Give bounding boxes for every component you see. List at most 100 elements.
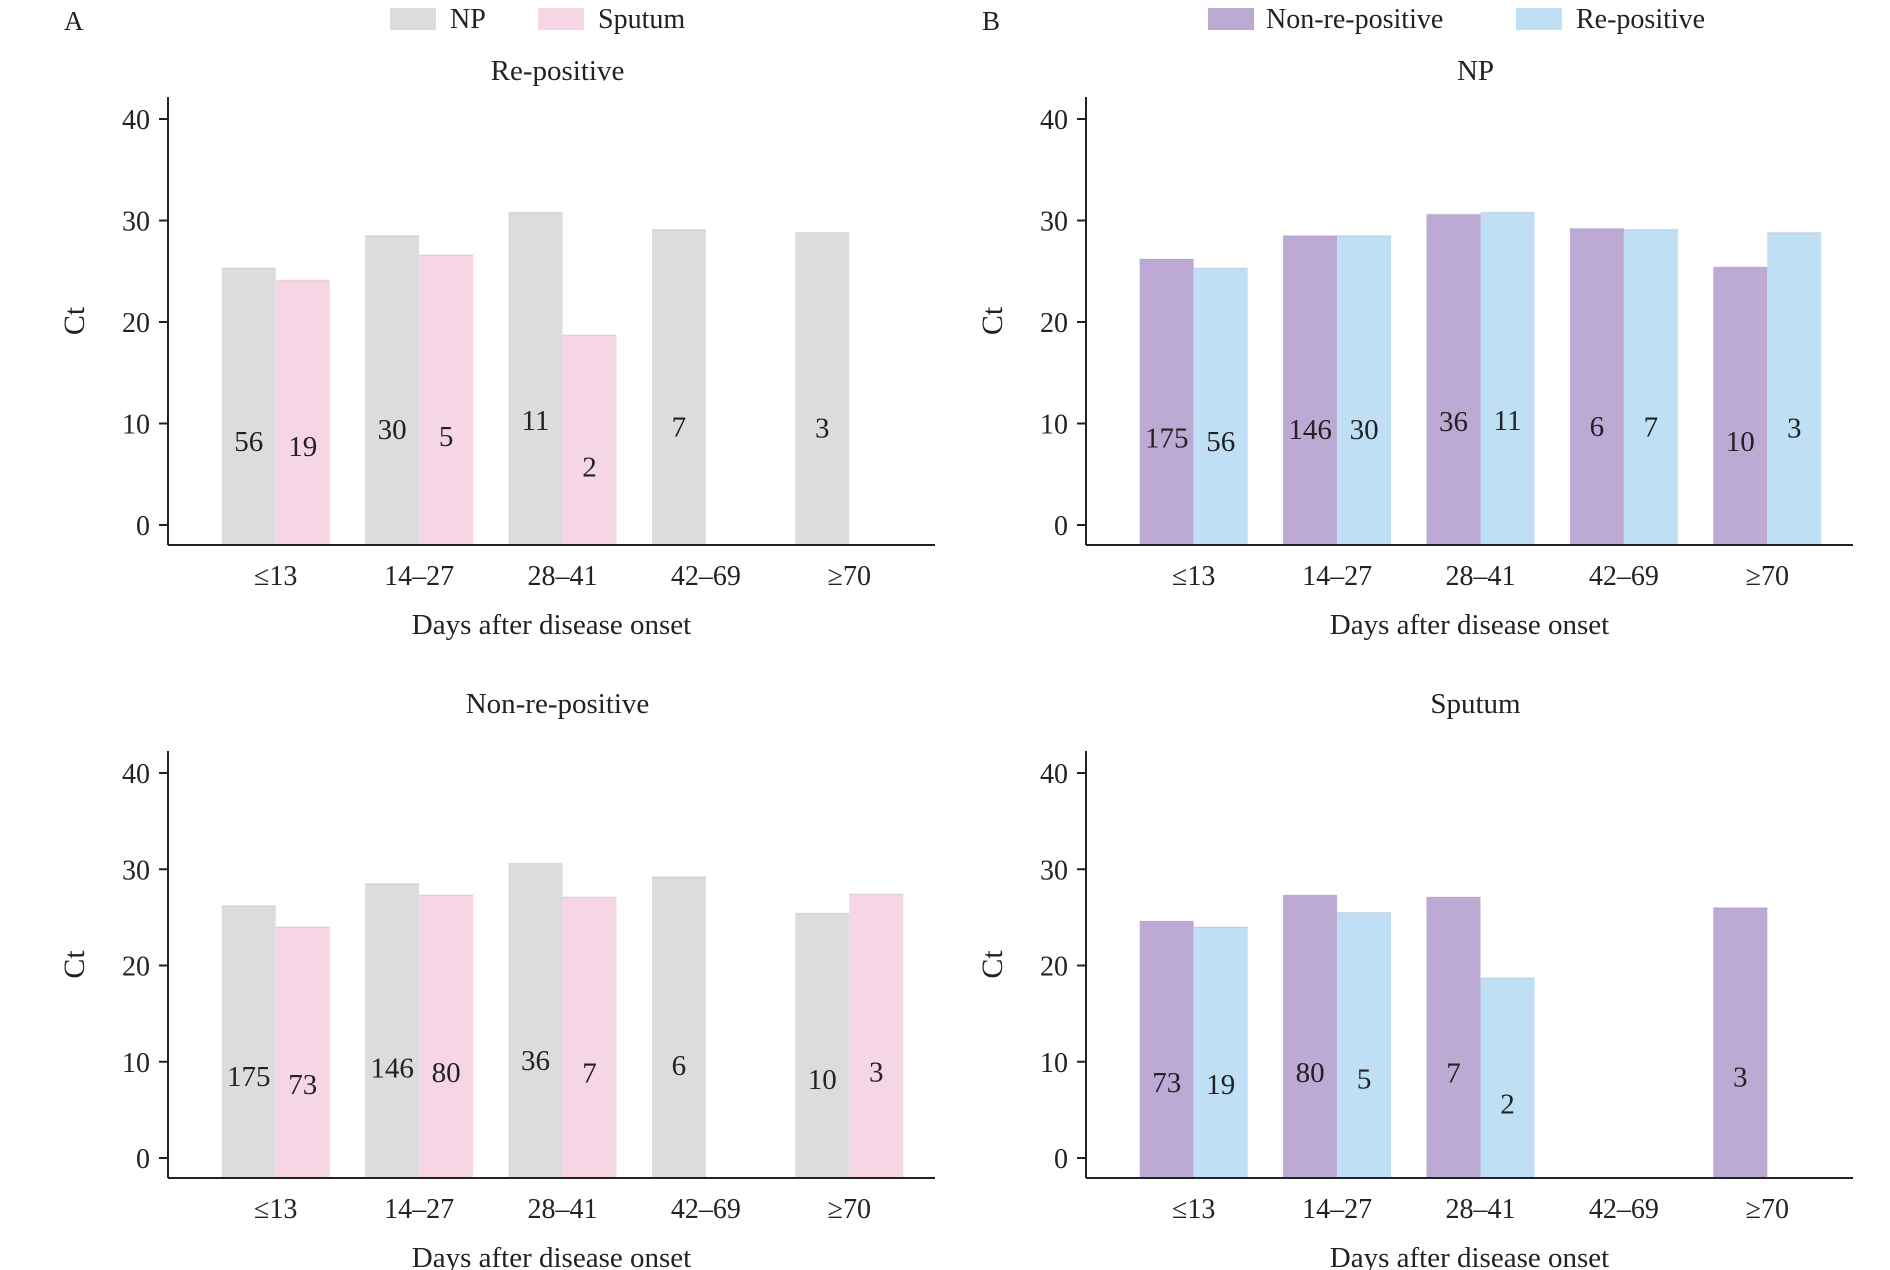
- x-tick-label: 28–41: [528, 561, 598, 592]
- x-tick-label: ≥70: [828, 561, 871, 592]
- bar-count-label: 146: [1288, 414, 1332, 446]
- bar-count-label: 19: [1206, 1069, 1235, 1101]
- bar: [1569, 228, 1624, 544]
- bar: [1767, 232, 1822, 544]
- bar: [651, 876, 706, 1177]
- bar: [365, 883, 420, 1177]
- bar-count-label: 11: [522, 405, 550, 437]
- x-tick-label: ≤13: [1172, 1194, 1215, 1225]
- bar-count-label: 36: [1439, 406, 1468, 438]
- y-tick-label: 40: [122, 105, 150, 136]
- bar: [221, 268, 276, 544]
- bar-count-label: 5: [439, 421, 454, 453]
- bar: [1139, 259, 1194, 544]
- x-axis-label: Days after disease onset: [1330, 1242, 1609, 1270]
- bar: [1193, 927, 1248, 1177]
- chart-title: NP: [1457, 55, 1494, 87]
- bar-count-label: 3: [869, 1057, 884, 1089]
- bar: [849, 894, 904, 1177]
- y-tick-label: 40: [122, 759, 150, 790]
- bar: [1193, 268, 1248, 544]
- bar-count-label: 2: [582, 452, 597, 484]
- bar: [562, 897, 617, 1177]
- y-tick-label: 10: [1040, 410, 1068, 441]
- bar-count-label: 30: [1350, 414, 1379, 446]
- bar-count-label: 73: [288, 1069, 317, 1101]
- bar: [1713, 907, 1768, 1177]
- bar: [795, 232, 850, 544]
- bar-count-label: 19: [288, 431, 317, 463]
- x-tick-label: ≤13: [254, 561, 297, 592]
- bar: [419, 255, 474, 544]
- bar-count-label: 80: [1296, 1057, 1325, 1089]
- x-tick-label: 14–27: [1302, 1194, 1372, 1225]
- bar-count-label: 146: [370, 1053, 414, 1085]
- x-tick-label: 28–41: [528, 1194, 598, 1225]
- y-tick-label: 20: [122, 952, 150, 983]
- y-tick-label: 40: [1040, 105, 1068, 136]
- bar: [1426, 897, 1481, 1177]
- x-tick-label: ≥70: [828, 1194, 871, 1225]
- chart-1: Re-positive 0 10 20 30 40 Ct 56 19 ≤13 30 5 14–27 11 2…: [58, 55, 935, 641]
- legend-a-label-sputum: Sputum: [598, 4, 685, 35]
- y-tick-label: 10: [122, 1048, 150, 1079]
- panel-label-b: B: [982, 6, 1000, 36]
- legend-b-swatch-non-re-positive: [1208, 8, 1254, 30]
- x-tick-label: 42–69: [671, 561, 741, 592]
- chart-title: Non-re-positive: [466, 688, 650, 720]
- bar-count-label: 3: [1733, 1062, 1748, 1094]
- bar-count-label: 7: [582, 1058, 597, 1090]
- bar-count-label: 73: [1152, 1067, 1181, 1099]
- legend-a-swatch-np: [390, 8, 436, 30]
- bar-count-label: 3: [815, 413, 830, 445]
- y-tick-label: 0: [136, 511, 150, 542]
- bar: [365, 235, 420, 544]
- bar-count-label: 175: [227, 1061, 271, 1093]
- x-tick-label: 28–41: [1446, 1194, 1516, 1225]
- y-tick-label: 0: [1054, 1144, 1068, 1175]
- legend-b: Non-re-positive Re-positive: [1208, 4, 1705, 35]
- y-axis-label: Ct: [976, 950, 1009, 979]
- bar-count-label: 5: [1357, 1064, 1372, 1096]
- bar-count-label: 30: [378, 414, 407, 446]
- y-tick-label: 30: [1040, 207, 1068, 238]
- bar: [221, 905, 276, 1177]
- x-tick-label: 14–27: [384, 1194, 454, 1225]
- panel-label-a: A: [64, 6, 84, 36]
- chart-title: Re-positive: [491, 55, 625, 87]
- legend-b-swatch-re-positive: [1516, 8, 1562, 30]
- bar: [1480, 212, 1535, 544]
- x-tick-label: 14–27: [1302, 561, 1372, 592]
- bar: [275, 927, 330, 1177]
- bar: [1337, 235, 1392, 544]
- bar-count-label: 7: [1446, 1058, 1461, 1090]
- legend-a-label-np: NP: [450, 4, 486, 35]
- bar-count-label: 80: [432, 1057, 461, 1089]
- x-tick-label: ≤13: [254, 1194, 297, 1225]
- bar-count-label: 7: [672, 412, 687, 444]
- x-tick-label: 42–69: [1589, 561, 1659, 592]
- x-axis-label: Days after disease onset: [1330, 609, 1609, 641]
- bar: [1283, 895, 1338, 1177]
- bar: [1480, 978, 1535, 1177]
- bar: [1623, 229, 1678, 544]
- bar: [1283, 235, 1338, 544]
- bar: [1139, 921, 1194, 1177]
- y-tick-label: 20: [1040, 952, 1068, 983]
- y-tick-label: 0: [136, 1144, 150, 1175]
- x-axis-label: Days after disease onset: [412, 1242, 691, 1270]
- x-tick-label: 42–69: [1589, 1194, 1659, 1225]
- bar: [275, 280, 330, 544]
- bar: [1713, 267, 1768, 544]
- bar-count-label: 11: [1494, 405, 1522, 437]
- bar-count-label: 10: [1726, 426, 1755, 458]
- x-tick-label: ≤13: [1172, 561, 1215, 592]
- legend-a-swatch-sputum: [538, 8, 584, 30]
- x-tick-label: ≥70: [1746, 1194, 1789, 1225]
- x-tick-label: 28–41: [1446, 561, 1516, 592]
- bar-count-label: 175: [1145, 423, 1189, 455]
